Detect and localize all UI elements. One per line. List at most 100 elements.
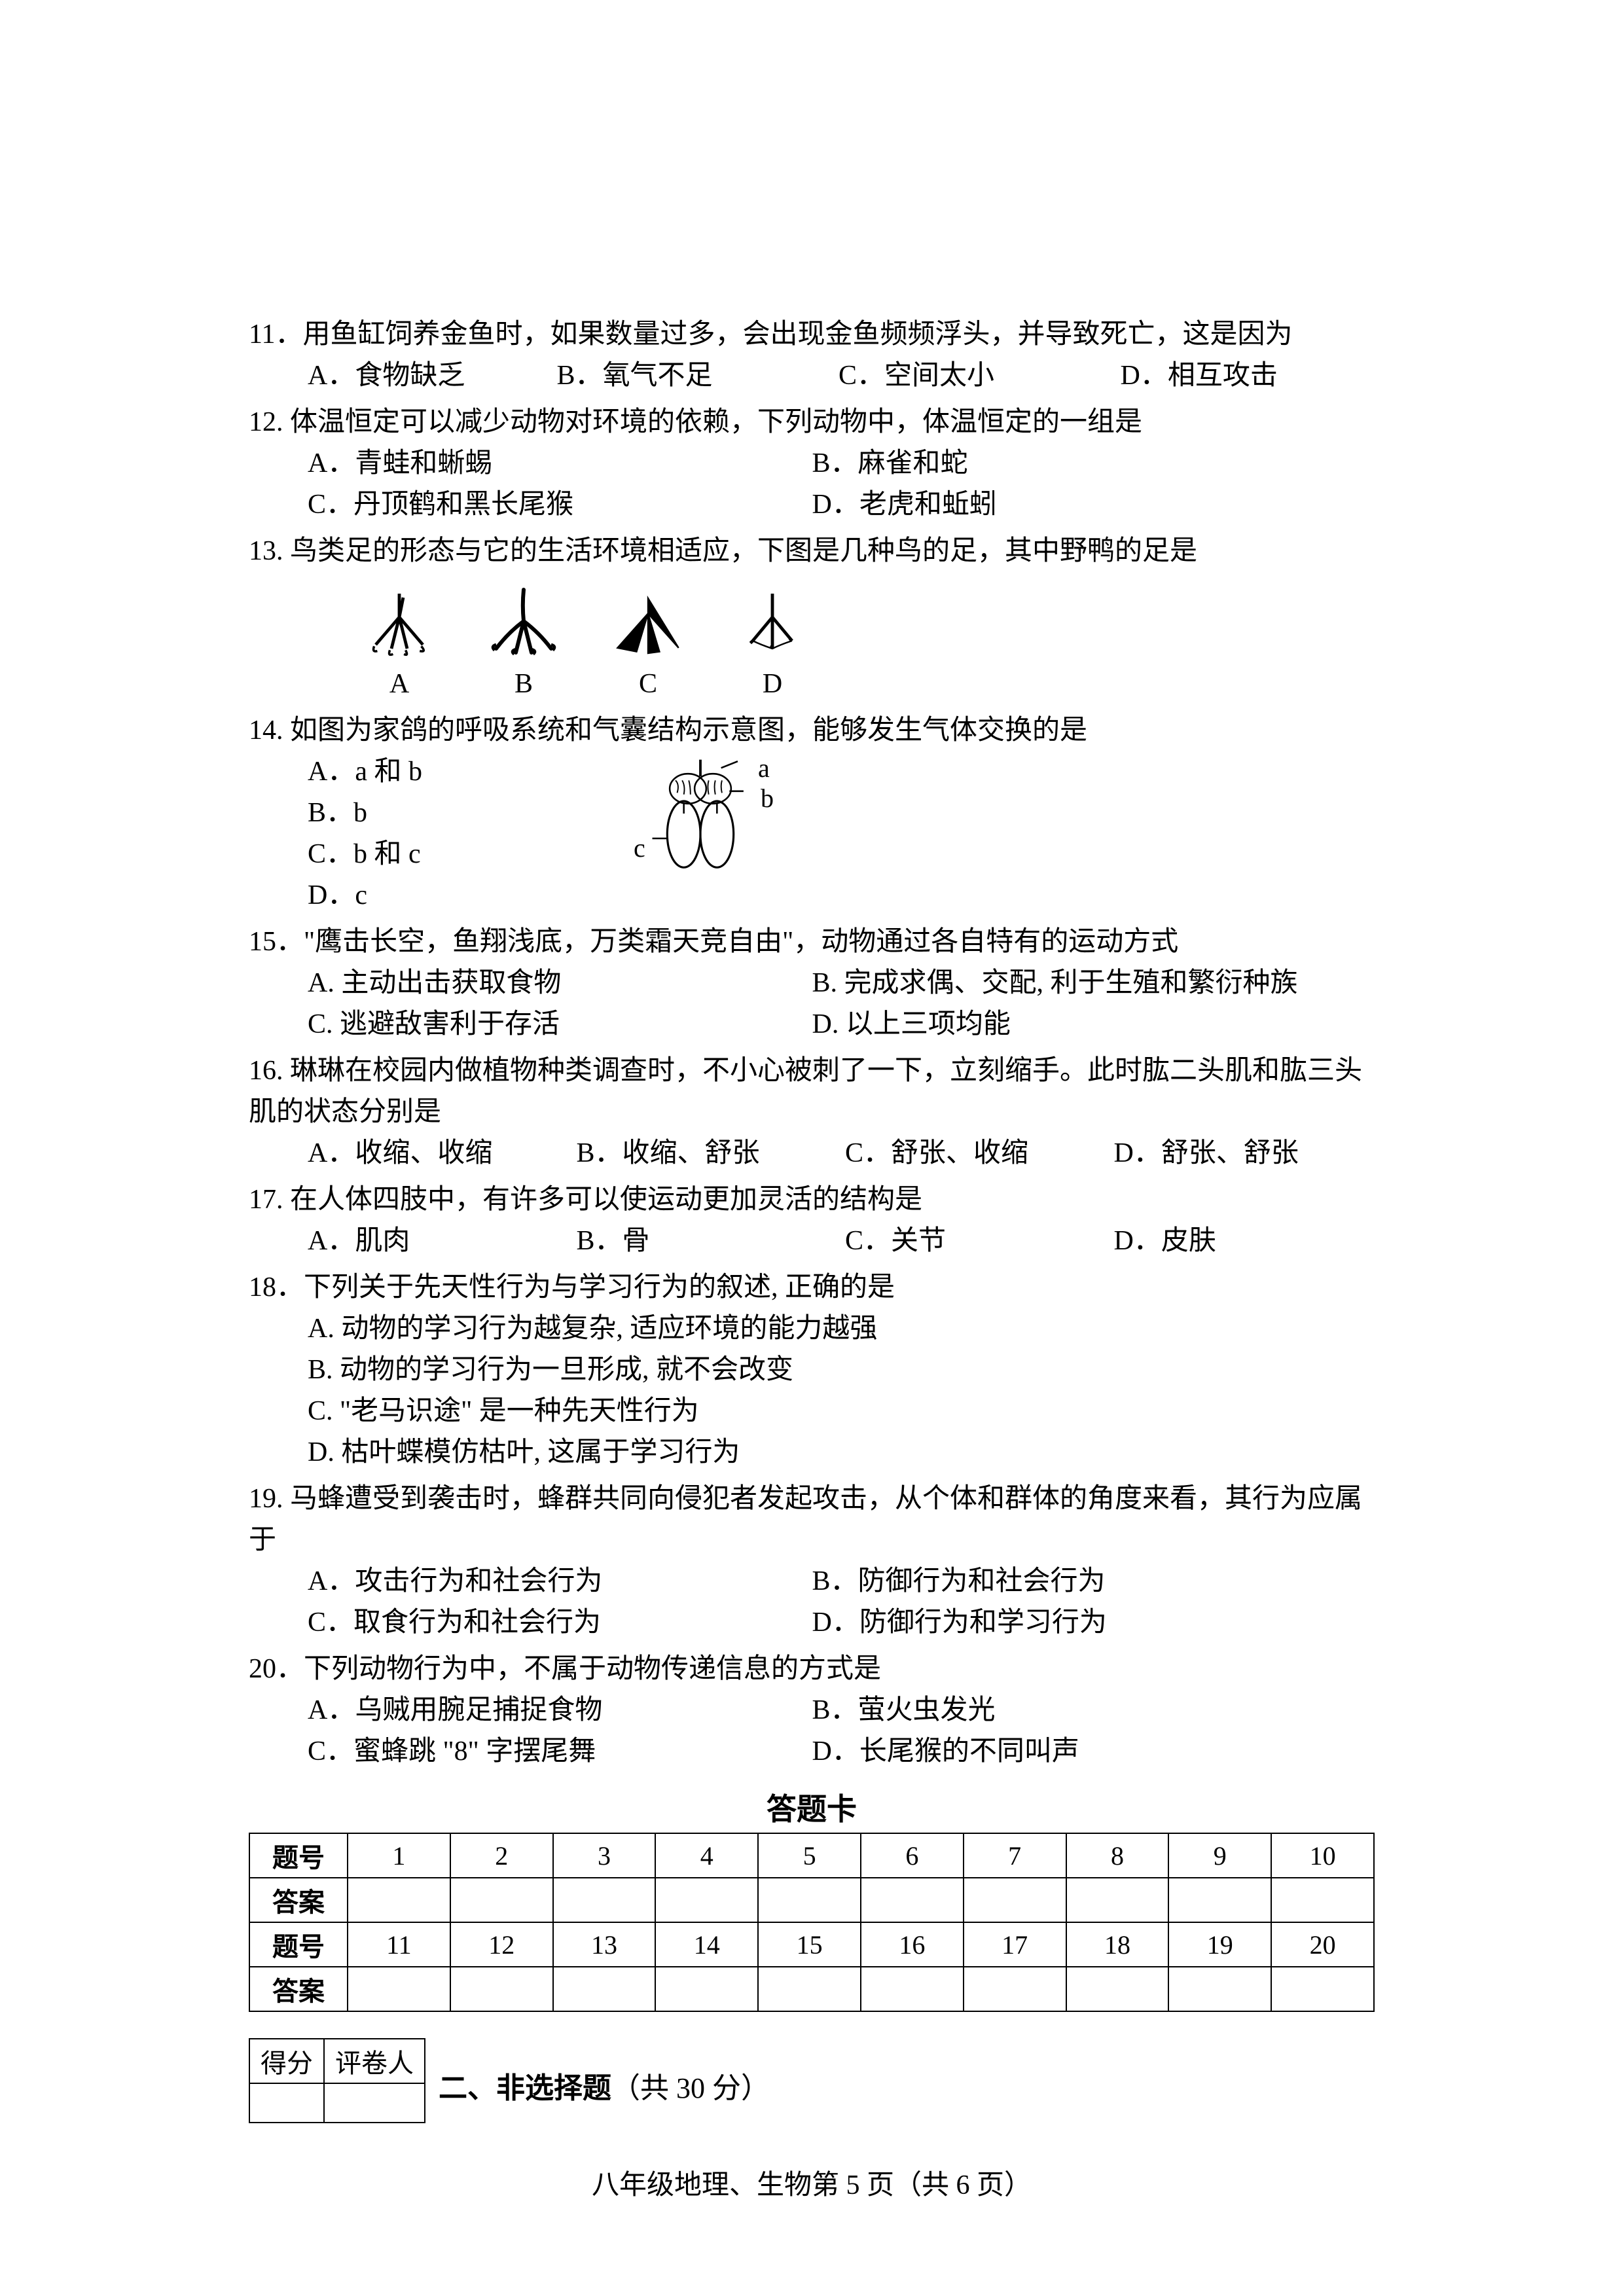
q18-opt-d: D. 枯叶蝶模仿枯叶, 这属于学习行为 bbox=[249, 1432, 1375, 1473]
question-17: 17. 在人体四肢中，有许多可以使运动更加灵活的结构是 A．肌肉 B．骨 C．关… bbox=[249, 1179, 1375, 1262]
ans-3[interactable] bbox=[553, 1878, 656, 1922]
row-label-num-2: 题号 bbox=[249, 1922, 348, 1967]
q14-opt-d: D．c bbox=[249, 875, 641, 916]
q20-opt-c: C．蜜蜂跳 "8" 字摆尾舞 bbox=[308, 1731, 805, 1772]
bird-foot-icon-d bbox=[727, 579, 818, 664]
ans-8[interactable] bbox=[1066, 1878, 1169, 1922]
q17-opt-a: A．肌肉 bbox=[308, 1221, 569, 1262]
ans-11[interactable] bbox=[348, 1967, 450, 2011]
question-13: 13. 鸟类足的形态与它的生活环境相适应，下图是几种鸟的足，其中野鸭的足是 A bbox=[249, 531, 1375, 705]
bird-foot-icon-a bbox=[353, 579, 445, 664]
foot-label-d: D bbox=[727, 664, 818, 705]
q12-opt-d: D．老虎和蚯蚓 bbox=[812, 484, 997, 526]
q11-text: 11．用鱼缸饲养金鱼时，如果数量过多，会出现金鱼频频浮头，并导致死亡，这是因为 bbox=[249, 314, 1375, 355]
num-5: 5 bbox=[758, 1833, 861, 1878]
q14-text: 14. 如图为家鸽的呼吸系统和气囊结构示意图，能够发生气体交换的是 bbox=[249, 710, 1375, 751]
ans-16[interactable] bbox=[861, 1967, 964, 2011]
score-cell[interactable] bbox=[249, 2083, 324, 2123]
q12-opt-c: C．丹顶鹤和黑长尾猴 bbox=[308, 484, 805, 526]
ans-14[interactable] bbox=[655, 1967, 758, 2011]
question-15: 15．"鹰击长空，鱼翔浅底，万类霜天竞自由"，动物通过各自特有的运动方式 A. … bbox=[249, 922, 1375, 1045]
ans-12[interactable] bbox=[450, 1967, 553, 2011]
q18-opt-a: A. 动物的学习行为越复杂, 适应环境的能力越强 bbox=[249, 1308, 1375, 1350]
ans-2[interactable] bbox=[450, 1878, 553, 1922]
question-12: 12. 体温恒定可以减少动物对环境的依赖，下列动物中，体温恒定的一组是 A．青蛙… bbox=[249, 402, 1375, 526]
q19-opt-c: C．取食行为和社会行为 bbox=[308, 1602, 805, 1643]
num-4: 4 bbox=[655, 1833, 758, 1878]
foot-label-c: C bbox=[602, 664, 694, 705]
question-19: 19. 马蜂遭受到袭击时，蜂群共同向侵犯者发起攻击，从个体和群体的角度来看，其行… bbox=[249, 1479, 1375, 1643]
q12-row2: C．丹顶鹤和黑长尾猴 D．老虎和蚯蚓 bbox=[249, 484, 1375, 526]
section-2-name: 二、非选择题 bbox=[439, 2072, 611, 2104]
ans-17[interactable] bbox=[964, 1967, 1066, 2011]
ans-13[interactable] bbox=[553, 1967, 656, 2011]
q12-opt-b: B．麻雀和蛇 bbox=[812, 443, 968, 484]
q17-options: A．肌肉 B．骨 C．关节 D．皮肤 bbox=[249, 1221, 1375, 1262]
ans-9[interactable] bbox=[1168, 1878, 1271, 1922]
num-8: 8 bbox=[1066, 1833, 1169, 1878]
ans-10[interactable] bbox=[1271, 1878, 1374, 1922]
q17-opt-c: C．关节 bbox=[845, 1221, 1107, 1262]
q20-text: 20．下列动物行为中，不属于动物传递信息的方式是 bbox=[249, 1649, 1375, 1690]
q17-opt-d: D．皮肤 bbox=[1114, 1221, 1216, 1262]
q17-text: 17. 在人体四肢中，有许多可以使运动更加灵活的结构是 bbox=[249, 1179, 1375, 1221]
num-20: 20 bbox=[1271, 1922, 1374, 1967]
q20-row1: A．乌贼用腕足捕捉食物 B．萤火虫发光 bbox=[249, 1690, 1375, 1731]
q15-opt-c: C. 逃避敌害利于存活 bbox=[308, 1004, 805, 1045]
num-11: 11 bbox=[348, 1922, 450, 1967]
question-11: 11．用鱼缸饲养金鱼时，如果数量过多，会出现金鱼频频浮头，并导致死亡，这是因为 … bbox=[249, 314, 1375, 397]
ans-4[interactable] bbox=[655, 1878, 758, 1922]
ans-19[interactable] bbox=[1168, 1967, 1271, 2011]
row-label-ans-2: 答案 bbox=[249, 1967, 348, 2011]
num-10: 10 bbox=[1271, 1833, 1374, 1878]
answer-card-title: 答题卡 bbox=[249, 1785, 1375, 1829]
q20-opt-d: D．长尾猴的不同叫声 bbox=[812, 1731, 1079, 1772]
q17-opt-b: B．骨 bbox=[577, 1221, 839, 1262]
ans-18[interactable] bbox=[1066, 1967, 1169, 2011]
foot-b: B bbox=[478, 579, 569, 705]
q11-opt-d: D．相互攻击 bbox=[1121, 355, 1278, 397]
section-2-title: 二、非选择题（共 30 分） bbox=[439, 2038, 770, 2106]
q11-opt-c: C．空间太小 bbox=[839, 355, 1113, 397]
q19-opt-d: D．防御行为和学习行为 bbox=[812, 1602, 1107, 1643]
ans-15[interactable] bbox=[758, 1967, 861, 2011]
q11-opt-b: B．氧气不足 bbox=[557, 355, 832, 397]
foot-c: C bbox=[602, 579, 694, 705]
q16-opt-b: B．收缩、舒张 bbox=[577, 1133, 839, 1174]
ans-6[interactable] bbox=[861, 1878, 964, 1922]
num-15: 15 bbox=[758, 1922, 861, 1967]
q16-options: A．收缩、收缩 B．收缩、舒张 C．舒张、收缩 D．舒张、舒张 bbox=[249, 1133, 1375, 1174]
ans-7[interactable] bbox=[964, 1878, 1066, 1922]
lung-label-c: c bbox=[634, 829, 645, 868]
q15-text: 15．"鹰击长空，鱼翔浅底，万类霜天竞自由"，动物通过各自特有的运动方式 bbox=[249, 922, 1375, 963]
q15-row2: C. 逃避敌害利于存活 D. 以上三项均能 bbox=[249, 1004, 1375, 1045]
q16-text: 16. 琳琳在校园内做植物种类调查时，不小心被刺了一下，立刻缩手。此时肱二头肌和… bbox=[249, 1050, 1375, 1133]
row-label-num-1: 题号 bbox=[249, 1833, 348, 1878]
bird-foot-icon-b bbox=[478, 579, 569, 664]
q19-text: 19. 马蜂遭受到袭击时，蜂群共同向侵犯者发起攻击，从个体和群体的角度来看，其行… bbox=[249, 1479, 1375, 1561]
q18-opt-c: C. "老马识途" 是一种先天性行为 bbox=[249, 1391, 1375, 1432]
ans-1[interactable] bbox=[348, 1878, 450, 1922]
num-3: 3 bbox=[553, 1833, 656, 1878]
q18-opt-b: B. 动物的学习行为一旦形成, 就不会改变 bbox=[249, 1350, 1375, 1391]
grader-cell[interactable] bbox=[324, 2083, 425, 2123]
q20-opt-a: A．乌贼用腕足捕捉食物 bbox=[308, 1690, 805, 1731]
q20-row2: C．蜜蜂跳 "8" 字摆尾舞 D．长尾猴的不同叫声 bbox=[249, 1731, 1375, 1772]
pigeon-lung-diagram: a b c bbox=[641, 751, 772, 869]
num-16: 16 bbox=[861, 1922, 964, 1967]
ans-20[interactable] bbox=[1271, 1967, 1374, 2011]
question-14: 14. 如图为家鸽的呼吸系统和气囊结构示意图，能够发生气体交换的是 A．a 和 … bbox=[249, 710, 1375, 916]
num-17: 17 bbox=[964, 1922, 1066, 1967]
q14-opt-b: B．b bbox=[249, 793, 641, 834]
lung-label-b: b bbox=[761, 779, 774, 818]
num-2: 2 bbox=[450, 1833, 553, 1878]
q11-opt-a: A．食物缺乏 bbox=[308, 355, 550, 397]
q12-opt-a: A．青蛙和蜥蜴 bbox=[308, 443, 805, 484]
section-2-header: 得分 评卷人 二、非选择题（共 30 分） bbox=[249, 2038, 1375, 2123]
q12-text: 12. 体温恒定可以减少动物对环境的依赖，下列动物中，体温恒定的一组是 bbox=[249, 402, 1375, 443]
bird-feet-diagram: A B bbox=[249, 579, 1375, 705]
q16-opt-c: C．舒张、收缩 bbox=[845, 1133, 1107, 1174]
ans-5[interactable] bbox=[758, 1878, 861, 1922]
page-footer: 八年级地理、生物第 5 页（共 6 页） bbox=[249, 2162, 1375, 2202]
q15-opt-b: B. 完成求偶、交配, 利于生殖和繁衍种族 bbox=[812, 963, 1298, 1004]
